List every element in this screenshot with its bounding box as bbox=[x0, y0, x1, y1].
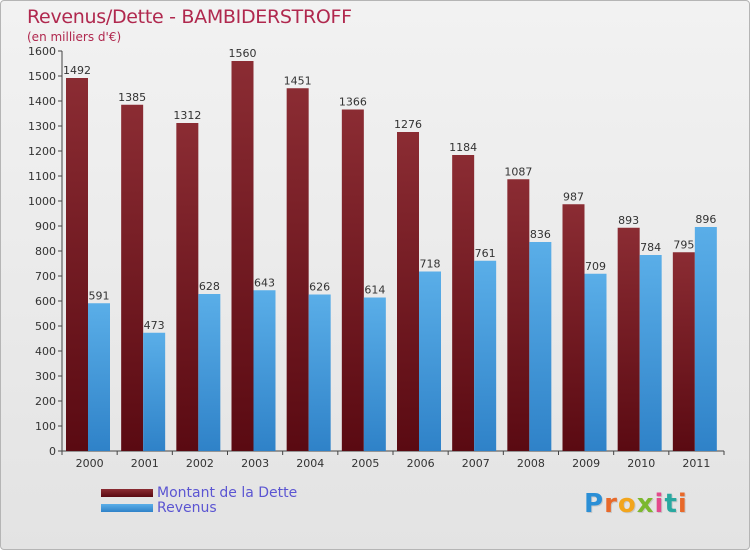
data-label-revenus: 626 bbox=[309, 281, 330, 294]
y-tick-label: 0 bbox=[49, 445, 56, 458]
bar-dette bbox=[507, 179, 530, 451]
x-tick-label: 2006 bbox=[407, 457, 435, 470]
bar-revenus bbox=[584, 273, 607, 451]
x-tick-label: 2003 bbox=[241, 457, 269, 470]
data-label-dette: 1276 bbox=[394, 118, 422, 131]
bar-dette bbox=[66, 78, 88, 451]
y-tick-label: 1600 bbox=[28, 45, 56, 58]
y-tick-label: 1100 bbox=[28, 170, 56, 183]
data-label-revenus: 628 bbox=[199, 280, 220, 293]
data-label-dette: 1184 bbox=[449, 141, 477, 154]
bar-dette bbox=[121, 104, 144, 451]
bar-revenus bbox=[419, 271, 441, 451]
y-tick-label: 200 bbox=[35, 395, 56, 408]
y-tick-label: 600 bbox=[35, 295, 56, 308]
bar-dette bbox=[617, 227, 640, 451]
x-tick-label: 2007 bbox=[462, 457, 490, 470]
bar-revenus bbox=[474, 260, 497, 451]
x-tick-label: 2005 bbox=[351, 457, 379, 470]
legend-label-dette: Montant de la Dette bbox=[157, 485, 298, 501]
data-label-revenus: 836 bbox=[530, 228, 551, 241]
y-tick-label: 1200 bbox=[28, 145, 56, 158]
data-label-dette: 1087 bbox=[504, 165, 532, 178]
data-label-revenus: 591 bbox=[89, 289, 110, 302]
data-label-dette: 1312 bbox=[173, 109, 201, 122]
y-tick-label: 300 bbox=[35, 370, 56, 383]
bar-revenus bbox=[363, 297, 386, 451]
data-label-revenus: 896 bbox=[695, 213, 716, 226]
x-tick-label: 2000 bbox=[76, 457, 104, 470]
x-tick-label: 2011 bbox=[682, 457, 710, 470]
x-tick-label: 2008 bbox=[517, 457, 545, 470]
data-label-dette: 1385 bbox=[118, 91, 146, 104]
logo-letter: r bbox=[604, 489, 618, 519]
x-tick-label: 2001 bbox=[131, 457, 159, 470]
y-tick-label: 800 bbox=[35, 245, 56, 258]
legend-label-revenus: Revenus bbox=[157, 500, 217, 516]
bar-revenus bbox=[143, 332, 166, 451]
y-tick-label: 900 bbox=[35, 220, 56, 233]
y-tick-label: 1400 bbox=[28, 95, 56, 108]
x-tick-label: 2010 bbox=[627, 457, 655, 470]
y-tick-label: 100 bbox=[35, 420, 56, 433]
logo-letter: t bbox=[664, 489, 678, 519]
bar-dette bbox=[176, 123, 199, 451]
chart-subtitle: (en milliers d'€) bbox=[27, 30, 122, 44]
chart-bars: 1492 591 1385 473 1312 628 1560 643 1451 626 1366 6… bbox=[63, 47, 717, 451]
x-tick-label: 2002 bbox=[186, 457, 214, 470]
bar-revenus bbox=[529, 242, 552, 451]
y-tick-label: 1300 bbox=[28, 120, 56, 133]
chart-axes: 0 100 200 300 400 500 600 700 800 900 1000 1100 1200… bbox=[28, 45, 725, 470]
bar-dette bbox=[231, 61, 254, 451]
logo-letter: i bbox=[677, 489, 688, 519]
data-label-dette: 893 bbox=[618, 214, 639, 227]
data-label-dette: 987 bbox=[563, 190, 584, 203]
data-label-dette: 1492 bbox=[63, 64, 91, 77]
y-tick-label: 1000 bbox=[28, 195, 56, 208]
bar-dette bbox=[397, 132, 419, 451]
logo-letter: x bbox=[636, 489, 655, 519]
bar-dette bbox=[341, 109, 364, 451]
bar-revenus bbox=[308, 294, 331, 451]
bar-dette bbox=[672, 252, 695, 451]
data-label-revenus: 473 bbox=[144, 319, 165, 332]
logo-letter: o bbox=[617, 489, 637, 519]
data-label-dette: 795 bbox=[673, 238, 694, 251]
data-label-dette: 1560 bbox=[229, 47, 257, 60]
bar-dette bbox=[286, 88, 309, 451]
bar-dette bbox=[452, 155, 475, 451]
legend-swatch-dette bbox=[101, 489, 153, 497]
y-tick-label: 700 bbox=[35, 270, 56, 283]
y-tick-label: 1500 bbox=[28, 70, 56, 83]
bar-revenus bbox=[694, 227, 717, 451]
logo-letter: i bbox=[654, 489, 665, 519]
logo-letter: P bbox=[584, 489, 605, 519]
chart-title: Revenus/Dette - BAMBIDERSTROFF bbox=[27, 6, 352, 28]
x-tick-label: 2004 bbox=[296, 457, 324, 470]
bar-revenus bbox=[88, 303, 110, 451]
y-tick-label: 400 bbox=[35, 345, 56, 358]
data-label-dette: 1366 bbox=[339, 96, 367, 109]
bar-dette bbox=[562, 204, 585, 451]
data-label-revenus: 614 bbox=[364, 284, 385, 297]
bar-revenus bbox=[253, 290, 276, 451]
bar-revenus bbox=[198, 294, 221, 451]
y-tick-label: 500 bbox=[35, 320, 56, 333]
data-label-revenus: 761 bbox=[475, 247, 496, 260]
data-label-revenus: 709 bbox=[585, 260, 606, 273]
data-label-revenus: 643 bbox=[254, 276, 275, 289]
legend-swatch-revenus bbox=[101, 504, 153, 512]
bar-revenus bbox=[639, 255, 662, 451]
data-label-revenus: 784 bbox=[640, 241, 661, 254]
data-label-dette: 1451 bbox=[284, 74, 312, 87]
data-label-revenus: 718 bbox=[420, 258, 441, 271]
proxiti-logo: Proxiti bbox=[584, 489, 688, 519]
x-tick-label: 2009 bbox=[572, 457, 600, 470]
